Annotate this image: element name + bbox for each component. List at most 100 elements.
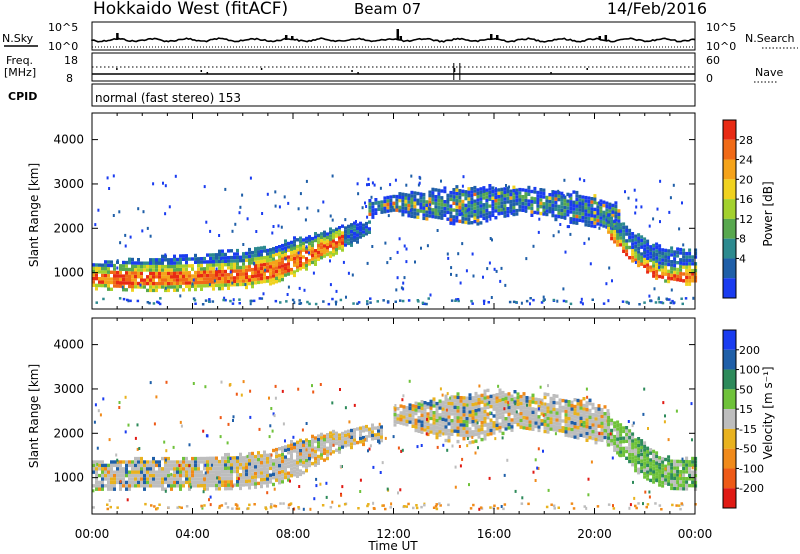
vel-cell [405, 406, 409, 410]
vel-cell [670, 466, 674, 470]
power-cell [640, 262, 644, 266]
power-cell [359, 231, 362, 236]
vel-cell [513, 390, 517, 394]
vel-cell [326, 433, 329, 437]
power-cell [572, 221, 576, 225]
vel-cell [649, 465, 653, 469]
power-cell [164, 258, 167, 262]
power-cell [399, 299, 402, 302]
vel-cell [640, 456, 644, 460]
vel-cell [540, 408, 544, 413]
power-cell [188, 288, 191, 292]
vel-cell [212, 456, 215, 460]
vel-cell [275, 478, 278, 482]
vel-cell [299, 442, 302, 446]
power-cell [643, 251, 647, 255]
power-cell [206, 277, 209, 281]
vel-cell [127, 423, 130, 427]
power-cell [119, 264, 122, 268]
power-cell [640, 245, 644, 249]
vel-cell [501, 431, 505, 436]
power-cell [485, 195, 489, 199]
vel-cell [423, 401, 427, 405]
vel-cell [272, 482, 275, 487]
vel-cell [143, 460, 146, 464]
power-cell [637, 236, 641, 240]
power-cell [653, 251, 655, 255]
power-cell [622, 236, 626, 240]
vel-cell [643, 441, 647, 445]
vel-cell [221, 456, 224, 460]
vel-cell [194, 456, 197, 461]
vel-cell [643, 461, 647, 466]
vel-cell [218, 504, 222, 508]
power-cell [380, 203, 384, 208]
power-cell [611, 279, 613, 283]
vel-cell [561, 398, 565, 403]
vel-cell [416, 445, 419, 449]
power-cell [305, 263, 308, 268]
vel-cell [362, 429, 365, 433]
power-cell [497, 208, 501, 212]
power-cell [503, 190, 507, 194]
power-cell [608, 209, 612, 213]
power-cell [382, 299, 385, 302]
power-cell [257, 277, 260, 281]
power-cell [578, 215, 582, 219]
vel-cell [347, 429, 350, 433]
power-cell [542, 191, 546, 196]
vel-cell [591, 406, 595, 410]
vel-cell [552, 421, 556, 425]
vel-cell [477, 431, 481, 436]
vel-cell [603, 412, 607, 416]
vel-cell [658, 473, 662, 477]
power-cell [311, 257, 314, 261]
vel-cell [625, 446, 629, 450]
power-cell [155, 261, 158, 265]
vel-cell [503, 407, 506, 411]
power-cell [257, 270, 260, 274]
power-cell [272, 260, 275, 265]
power-cell [425, 203, 429, 207]
vel-cell [471, 430, 475, 434]
power-cell [251, 257, 254, 262]
power-cell [624, 190, 626, 194]
vel-cell [134, 436, 137, 440]
power-cell [688, 251, 692, 256]
colorbar-tick-label: 20 [739, 173, 753, 186]
vel-cell [513, 420, 517, 424]
power-cell [551, 193, 555, 197]
vel-cell [603, 418, 607, 423]
power-cell [631, 249, 635, 253]
vel-cell [429, 403, 433, 407]
power-cell [691, 279, 695, 283]
power-cell [587, 206, 591, 210]
vel-cell [182, 470, 185, 474]
vel-cell [173, 480, 176, 485]
power-cell [275, 269, 278, 274]
power-cell [128, 267, 131, 272]
power-cell [284, 273, 287, 277]
vel-cell [555, 418, 559, 422]
vel-cell [275, 475, 278, 479]
vel-cell [236, 483, 239, 487]
vel-cell [314, 456, 317, 461]
vel-cell [631, 442, 635, 446]
power-cell [338, 239, 341, 243]
power-cell [125, 264, 128, 268]
vel-cell [393, 416, 397, 420]
vel-cell [477, 418, 481, 422]
vel-cell [299, 445, 302, 449]
power-cell [404, 203, 408, 207]
vel-cell [311, 448, 314, 452]
power-cell [515, 188, 519, 192]
power-cell [649, 268, 653, 273]
power-cell [673, 257, 677, 261]
power-cell [366, 300, 369, 303]
vel-cell [462, 406, 466, 410]
power-cell [602, 210, 606, 215]
power-cell [405, 183, 408, 187]
power-cell [242, 269, 245, 273]
power-cell [322, 300, 325, 303]
vel-cell [197, 456, 200, 461]
